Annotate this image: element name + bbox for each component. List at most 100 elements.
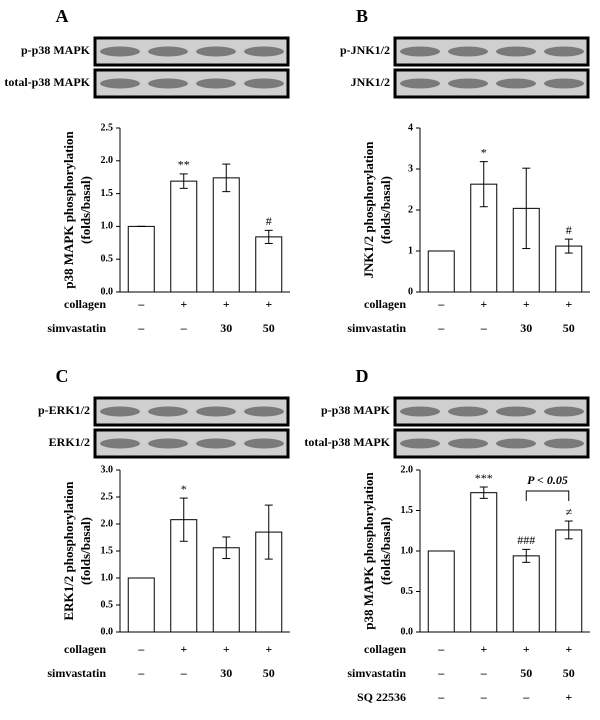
blot-label: total-p38 MAPK	[4, 75, 90, 89]
blot-band	[244, 78, 284, 89]
condition-value: –	[522, 690, 530, 704]
condition-value: +	[223, 297, 230, 311]
error-bar	[564, 238, 573, 254]
blot-band	[244, 438, 284, 449]
y-tick-label: 0.5	[401, 586, 414, 597]
panel: Dp-p38 MAPK total-p38 MAPK 0.0 0.5 1.0 1.5 2.0…	[304, 366, 590, 704]
condition-value: –	[480, 666, 488, 680]
blot-band	[148, 46, 188, 57]
y-axis-label: (folds/basal)	[378, 517, 393, 585]
blot-band	[448, 78, 488, 89]
bar	[427, 550, 455, 633]
condition-value: +	[523, 642, 530, 656]
blot-band	[448, 46, 488, 57]
error-bar	[479, 161, 488, 208]
condition-value: +	[523, 297, 530, 311]
blot-label: p-ERK1/2	[38, 403, 90, 417]
panel: Cp-ERK1/2 ERK1/2 0.0 0.5 1.0 1.5 2.0 2.5 3.0 ERK1…	[38, 366, 290, 680]
y-tick-label: 1.0	[101, 221, 114, 232]
condition-value: +	[565, 297, 572, 311]
bracket	[525, 490, 570, 502]
bar	[555, 529, 583, 633]
condition-value: 50	[520, 666, 532, 680]
error-bar	[522, 548, 531, 563]
blot-band	[544, 406, 584, 417]
bar	[127, 225, 155, 293]
y-tick-label: 4	[408, 122, 413, 133]
y-tick-label: 3	[408, 163, 413, 174]
blot-band	[448, 406, 488, 417]
panel-letter: D	[356, 366, 369, 386]
y-tick-label: 1.0	[401, 545, 414, 556]
condition-name: collagen	[64, 642, 106, 656]
error-bar	[264, 229, 273, 244]
significance-label: *	[481, 145, 487, 159]
blot-band	[544, 46, 584, 57]
blot-band	[400, 438, 440, 449]
condition-value: 50	[563, 321, 575, 335]
error-bar	[522, 167, 531, 250]
blot-band	[196, 78, 236, 89]
significance-label: #	[266, 214, 272, 228]
blot-label: total-p38 MAPK	[304, 435, 390, 449]
condition-value: –	[480, 321, 488, 335]
panel-letter: C	[56, 366, 69, 386]
condition-value: +	[480, 297, 487, 311]
y-tick-label: 0	[408, 286, 413, 297]
y-tick-label: 1.5	[101, 188, 114, 199]
significance-label: ***	[475, 471, 493, 485]
y-tick-label: 0.5	[101, 253, 114, 264]
significance-label: ###	[517, 533, 535, 547]
panel: Bp-JNK1/2 JNK1/2 0 1 2 3 4 JNK1/2 phosphorylati…	[340, 6, 590, 335]
y-axis-label: p38 MAPK phosphorylation	[361, 471, 376, 629]
bar	[512, 555, 540, 633]
condition-value: 30	[220, 321, 232, 335]
condition-value: –	[180, 666, 188, 680]
y-tick-label: 2.5	[101, 491, 114, 502]
y-tick-label: 1.5	[101, 545, 114, 556]
condition-value: –	[137, 321, 145, 335]
blot-label: p-JNK1/2	[340, 43, 390, 57]
y-tick-label: 1.5	[401, 505, 414, 516]
condition-name: simvastatin	[347, 321, 406, 335]
y-axis-label: ERK1/2 phosphorylation	[61, 481, 76, 621]
condition-value: +	[180, 297, 187, 311]
blot-band	[196, 46, 236, 57]
blot-label: ERK1/2	[49, 435, 90, 449]
y-tick-label: 1	[408, 245, 413, 256]
bar	[470, 492, 498, 633]
blot-band	[400, 406, 440, 417]
blot-band	[100, 438, 140, 449]
condition-value: +	[180, 642, 187, 656]
y-axis-label: JNK1/2 phosphorylation	[361, 141, 376, 279]
condition-value: –	[137, 297, 145, 311]
condition-name: collagen	[64, 297, 106, 311]
condition-value: –	[437, 666, 445, 680]
y-tick-label: 0.0	[401, 626, 414, 637]
error-bar	[222, 163, 231, 193]
blot-band	[100, 406, 140, 417]
y-tick-label: 3.0	[101, 464, 114, 475]
blot-band	[196, 406, 236, 417]
condition-value: +	[565, 642, 572, 656]
significance-label: **	[178, 158, 190, 172]
condition-value: –	[137, 666, 145, 680]
blot-band	[448, 438, 488, 449]
panel-letter: B	[356, 6, 368, 26]
error-bar	[222, 536, 231, 560]
condition-name: simvastatin	[347, 666, 406, 680]
blot-band	[496, 438, 536, 449]
bracket-label: P < 0.05	[527, 473, 568, 487]
blot-band	[400, 78, 440, 89]
blot-band	[100, 46, 140, 57]
blot-band	[244, 46, 284, 57]
y-tick-label: 1.0	[101, 572, 114, 583]
condition-value: –	[437, 297, 445, 311]
panel-letter: A	[56, 6, 69, 26]
y-tick-label: 2.0	[101, 518, 114, 529]
condition-name: collagen	[364, 642, 406, 656]
blot-band	[244, 406, 284, 417]
y-tick-label: 0.0	[101, 626, 114, 637]
error-bar	[564, 520, 573, 540]
